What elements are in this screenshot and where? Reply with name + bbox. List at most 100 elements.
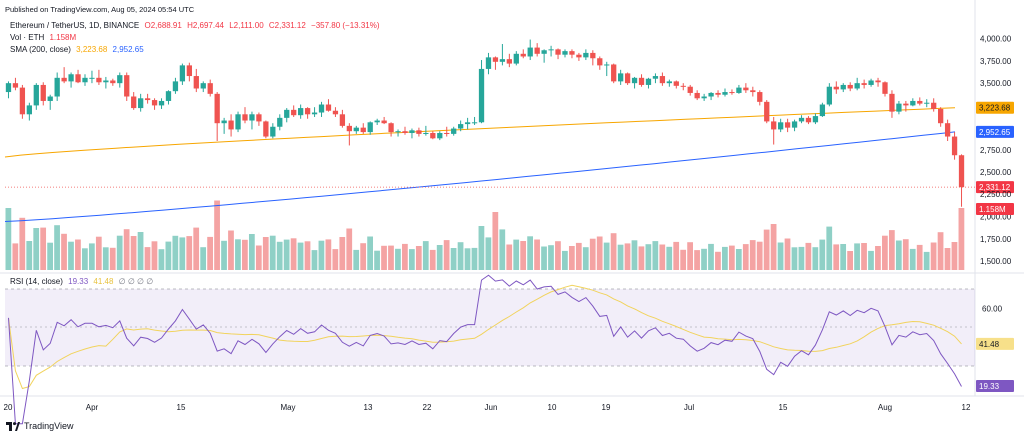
candle-body bbox=[388, 123, 394, 133]
candle-body bbox=[548, 49, 554, 51]
volume-bar bbox=[47, 242, 53, 270]
time-tick-label: 12 bbox=[962, 403, 971, 412]
candle-body bbox=[75, 74, 81, 83]
volume-bar bbox=[895, 240, 902, 270]
volume-bar bbox=[276, 241, 283, 270]
candle-body bbox=[729, 92, 735, 94]
volume-bar bbox=[290, 238, 297, 270]
price-tick-label: 3,750.00 bbox=[980, 57, 1012, 66]
candle-body bbox=[402, 131, 408, 133]
volume-bar bbox=[464, 248, 471, 270]
candle-body bbox=[611, 64, 617, 82]
price-tick-label: 1,500.00 bbox=[980, 257, 1012, 266]
volume-bar bbox=[673, 241, 680, 270]
volume-bar bbox=[868, 250, 874, 270]
candle-body bbox=[896, 103, 902, 112]
volume-bar bbox=[54, 225, 60, 270]
time-tick-label: 15 bbox=[779, 403, 788, 412]
volume-bar bbox=[513, 239, 520, 270]
candle-body bbox=[374, 120, 380, 123]
candle-body bbox=[506, 59, 512, 64]
candle-body bbox=[228, 120, 234, 130]
candle-body bbox=[910, 100, 916, 106]
candle-body bbox=[110, 80, 116, 84]
candle-body bbox=[277, 117, 283, 127]
volume-bar bbox=[909, 248, 916, 270]
candle-body bbox=[826, 86, 832, 105]
candle-body bbox=[492, 57, 499, 62]
volume-bar bbox=[40, 227, 47, 270]
candle-body bbox=[478, 68, 485, 123]
volume-bar bbox=[193, 227, 200, 270]
candle-body bbox=[61, 77, 67, 82]
volume-bar bbox=[207, 236, 213, 270]
volume-bar bbox=[527, 236, 533, 270]
candle-body bbox=[854, 83, 860, 89]
volume-bar bbox=[88, 243, 95, 270]
volume-bar bbox=[95, 236, 102, 270]
volume-bar bbox=[443, 240, 450, 270]
volume-bar bbox=[687, 242, 693, 270]
rsi-ma-badge-box bbox=[976, 337, 1014, 350]
candle-body bbox=[527, 47, 533, 57]
rsi-legend: RSI (14, close) 19.33 41.48 ∅ ∅ ∅ ∅ bbox=[10, 277, 156, 286]
volume-bar bbox=[930, 242, 937, 270]
rsi-badge: 19.33 bbox=[979, 382, 1000, 391]
candle-body bbox=[346, 125, 352, 132]
volume-bar bbox=[158, 249, 165, 270]
candle-body bbox=[144, 98, 151, 101]
time-tick-label: May bbox=[280, 403, 295, 412]
candle-body bbox=[33, 84, 39, 106]
low-value: L2,111.00 bbox=[229, 21, 264, 30]
open-value: O2,688.91 bbox=[144, 21, 182, 30]
symbol-name[interactable]: Ethereum / TetherUS, 1D, BINANCE bbox=[10, 21, 140, 30]
last-price-badge: 2,331.12 bbox=[979, 183, 1011, 192]
time-tick-label: 13 bbox=[364, 403, 373, 412]
candle-body bbox=[339, 114, 346, 126]
volume-bar bbox=[888, 230, 895, 270]
volume-bar bbox=[603, 242, 610, 270]
volume-bar bbox=[596, 236, 603, 270]
candle-body bbox=[534, 47, 540, 54]
volume-bar bbox=[777, 242, 784, 270]
volume-bar bbox=[304, 241, 311, 270]
candle-body bbox=[659, 76, 666, 84]
volume-bar bbox=[332, 249, 339, 270]
sma-label[interactable]: SMA (200, close) bbox=[10, 45, 71, 54]
volume-bar bbox=[248, 234, 255, 270]
rsi-label[interactable]: RSI (14, close) bbox=[10, 277, 63, 286]
volume-bar bbox=[666, 246, 673, 270]
volume-bar bbox=[854, 243, 860, 270]
volume-bar bbox=[102, 247, 109, 270]
volume-bar bbox=[548, 245, 554, 270]
volume-bar bbox=[172, 235, 179, 270]
volume-bar bbox=[144, 247, 151, 270]
candle-body bbox=[131, 96, 137, 109]
candle-body bbox=[798, 117, 805, 122]
volume-bar bbox=[450, 248, 457, 270]
candle-body bbox=[298, 108, 304, 116]
candle-body bbox=[5, 83, 12, 93]
volume-label[interactable]: Vol · ETH bbox=[10, 33, 45, 42]
volume-bar bbox=[951, 242, 958, 270]
volume-bar bbox=[833, 244, 840, 270]
volume-bar bbox=[61, 233, 67, 270]
candle-body bbox=[701, 96, 707, 99]
candle-body bbox=[736, 87, 742, 93]
candle-body bbox=[819, 104, 826, 117]
candle-body bbox=[889, 93, 895, 112]
volume-bar bbox=[325, 239, 332, 270]
candle-body bbox=[207, 83, 213, 94]
candle-body bbox=[917, 100, 923, 104]
candle-body bbox=[861, 83, 867, 85]
sma-legend: SMA (200, close) 3,223.68 2,952.65 bbox=[10, 45, 147, 54]
volume-bar bbox=[429, 249, 436, 270]
candle-body bbox=[771, 121, 777, 130]
volume-bar bbox=[784, 238, 791, 270]
volume-bar bbox=[902, 239, 909, 270]
volume-bar bbox=[694, 250, 700, 270]
candle-body bbox=[805, 117, 812, 123]
candle-body bbox=[172, 81, 179, 92]
volume-bar bbox=[130, 236, 137, 270]
